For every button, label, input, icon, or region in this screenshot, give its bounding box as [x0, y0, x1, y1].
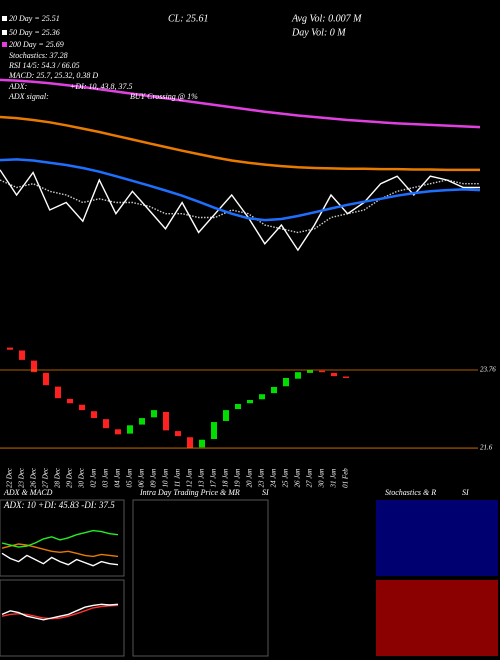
x-tick-label: 17 Jan	[210, 468, 218, 487]
series-line	[1, 603, 119, 621]
stoch-text: Stochastics: 37.28	[9, 51, 68, 60]
x-tick-label: 04 Jan	[114, 468, 122, 487]
x-tick-label: 30 Dec	[78, 467, 86, 489]
x-tick-label: 06 Jan	[138, 468, 146, 487]
candle	[283, 377, 289, 387]
x-tick-label: 02 Jan	[90, 468, 98, 487]
macd-text: MACD: 25.7, 25.32, 0.38 D	[8, 71, 98, 80]
swatch	[2, 42, 7, 47]
x-tick-label: 26 Dec	[30, 467, 38, 488]
candle	[79, 404, 85, 411]
x-tick-label: 10 Jan	[162, 468, 170, 487]
x-tick-label: 27 Dec	[42, 467, 50, 488]
candle	[175, 431, 181, 437]
x-tick-label: 24 Jan	[270, 468, 278, 487]
x-tick-label: 28 Dec	[54, 467, 62, 488]
series-line	[0, 115, 480, 172]
series-line	[0, 179, 480, 234]
candle	[307, 370, 313, 373]
candle	[115, 429, 121, 435]
x-tick-label: 23 Dec	[18, 467, 26, 488]
candle	[139, 418, 145, 425]
candle	[151, 410, 157, 418]
x-tick-label: 29 Dec	[66, 467, 74, 488]
candle	[223, 410, 229, 421]
buy-text: BUY Crossing @ 1%	[130, 92, 198, 101]
candle	[31, 360, 37, 373]
candle	[127, 425, 133, 434]
x-tick-label: 26 Jan	[294, 468, 302, 487]
candle	[187, 437, 193, 449]
x-tick-label: 03 Jan	[102, 468, 110, 487]
series-line	[1, 543, 119, 558]
ma20: 20 Day = 25.51	[9, 14, 60, 23]
candle	[43, 372, 49, 386]
x-tick-label: 11 Jan	[174, 468, 182, 487]
series-line	[1, 552, 119, 567]
adx-signal: ADX signal:	[8, 92, 49, 101]
header: 20 Day = 25.51 50 Day = 25.36 200 Day = …	[2, 13, 362, 101]
panel-bg	[376, 580, 498, 656]
candle	[199, 439, 205, 448]
panel-title: ADX & MACD	[3, 488, 53, 497]
x-tick-label: 01 Feb	[342, 468, 350, 488]
candle	[19, 350, 25, 360]
swatch	[2, 30, 7, 35]
candle	[55, 386, 61, 399]
series-line	[0, 158, 481, 222]
candle	[343, 376, 349, 379]
y-tick-label: 21.6	[480, 444, 493, 452]
x-tick-label: 13 Jan	[198, 468, 206, 487]
candle	[163, 411, 169, 431]
intraday-frame	[132, 499, 269, 657]
x-tick-label: 23 Jan	[258, 468, 266, 487]
x-tick-label: 25 Jan	[282, 468, 290, 487]
candle	[319, 370, 325, 373]
panel-title: SI	[462, 488, 469, 497]
x-tick-label: 31 Jan	[330, 468, 338, 488]
swatch	[2, 16, 7, 21]
candle	[331, 372, 337, 377]
x-tick-label: 09 Jan	[150, 468, 158, 487]
x-tick-label: 22 Dec	[6, 467, 14, 488]
panel-frame	[0, 499, 125, 577]
adx-text: ADX:	[8, 82, 28, 91]
avg-vol: Avg Vol: 0.007 M	[291, 13, 362, 24]
candle	[211, 422, 217, 440]
panel-title: SI	[262, 488, 269, 497]
candle	[67, 398, 73, 404]
candle	[7, 347, 13, 350]
di-text: +DI: 10, 43.8, 37.5	[70, 82, 133, 91]
candle	[235, 403, 241, 410]
x-tick-label: 20 Jan	[246, 468, 254, 487]
x-tick-label: 05 Jan	[126, 468, 134, 487]
series-line	[0, 78, 481, 129]
candle	[247, 400, 253, 404]
close: CL: 25.61	[168, 13, 209, 24]
panel-frame	[0, 579, 125, 657]
x-tick-label: 12 Jan	[186, 468, 194, 487]
x-tick-label: 27 Jan	[306, 468, 314, 487]
panel-title: Stochastics & R	[385, 488, 436, 497]
ma200: 200 Day = 25.69	[9, 40, 64, 49]
x-tick-label: 18 Jan	[222, 468, 230, 487]
day-vol: Day Vol: 0 M	[291, 27, 346, 38]
x-tick-label: 30 Jan	[318, 468, 326, 488]
adx-label: ADX: 10 +DI: 45.83 -DI: 37.5	[3, 500, 115, 510]
series-line	[0, 169, 480, 252]
candle	[91, 411, 97, 419]
candle	[103, 419, 109, 429]
panel-bg	[376, 500, 498, 576]
candle	[271, 386, 277, 394]
y-tick-label: 23.76	[480, 366, 496, 374]
x-tick-label: 19 Jan	[234, 468, 242, 487]
candle	[259, 394, 265, 400]
ma50: 50 Day = 25.36	[9, 28, 60, 37]
panel-title: Intra Day Trading Price & MR	[139, 488, 240, 497]
series-line	[1, 529, 119, 548]
candle	[295, 372, 301, 379]
rsi-text: RSI 14/5: 54.3 / 66.05	[8, 61, 80, 70]
